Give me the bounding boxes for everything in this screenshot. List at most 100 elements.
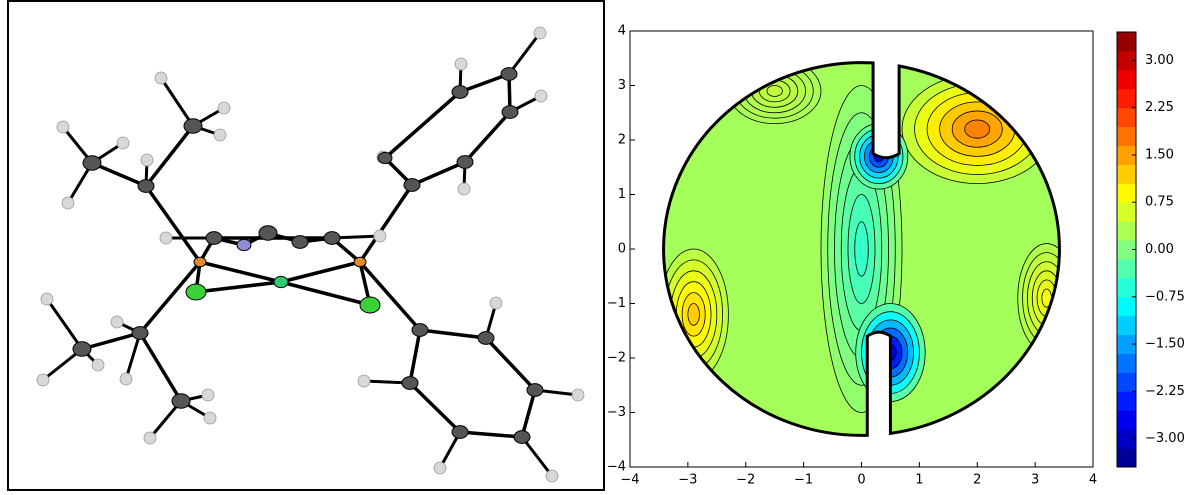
atom [378,152,392,163]
atom [514,431,530,444]
contour-level [767,86,782,97]
colorbar-band [1117,297,1136,316]
colorbar-tick-label: 0.75 [1145,195,1174,210]
atom [206,232,222,245]
page: −4−3−2−101234−4−3−2−1012343.002.251.500.… [0,0,1194,495]
x-tick-label: 3 [1031,473,1039,488]
colorbar-band [1117,316,1136,335]
x-tick-label: −3 [678,473,697,488]
colorbar-band [1117,372,1136,391]
atom [324,232,340,245]
hydrogen-atom [202,389,214,401]
hydrogen-atom [141,154,153,166]
hydrogen-atom [490,297,502,309]
x-tick-label: −4 [620,473,639,488]
hydrogen-atom [155,72,167,84]
colorbar-band [1117,391,1136,410]
colorbar-band [1117,221,1136,240]
hydrogen-atom [458,183,470,195]
colorbar-band [1117,32,1136,51]
x-tick-label: 4 [1089,473,1097,488]
colorbar-band [1117,259,1136,278]
y-tick-label: 0 [618,242,626,257]
contour-field [630,31,1093,467]
colorbar-band [1117,70,1136,89]
atom [501,68,517,81]
x-tick-label: 0 [857,473,865,488]
hydrogen-atom [358,375,370,387]
x-tick-label: 1 [915,473,923,488]
colorbar-band [1117,354,1136,373]
atom [452,86,468,99]
hydrogen-atom [546,470,558,482]
colorbar-band [1117,448,1136,467]
atom [402,377,418,390]
hydrogen-atom [534,27,546,39]
hydrogen-atom [57,121,69,133]
hydrogen-atom [434,462,446,474]
contour-level [965,120,990,138]
hydrogen-atom [120,373,132,385]
atom [138,180,154,193]
atom [186,284,206,300]
atom [83,156,101,170]
hydrogen-atom [572,389,584,401]
atom [457,156,473,169]
atom [354,257,366,267]
colorbar-band [1117,108,1136,127]
y-tick-label: −1 [607,296,626,311]
hydrogen-atom [204,412,216,424]
atom [412,324,428,337]
y-tick-label: 3 [618,78,626,93]
colorbar-band [1117,164,1136,183]
colorbar-tick-label: 2.25 [1145,100,1174,115]
atom [172,394,190,408]
hydrogen-atom [41,293,53,305]
colorbar-band [1117,127,1136,146]
hydrogen-atom [37,374,49,386]
colorbar-tick-label: −2.25 [1145,384,1185,399]
colorbar-tick-label: 3.00 [1145,53,1174,68]
hydrogen-atom [62,197,74,209]
x-tick-label: 2 [973,473,981,488]
y-tick-label: 4 [618,24,626,39]
colorbar-tick-label: 0.00 [1145,242,1174,257]
hydrogen-atom [218,102,230,114]
atom [478,332,494,345]
atom [527,384,543,397]
colorbar-band [1117,410,1136,429]
y-tick-label: −2 [607,351,626,366]
y-tick-label: 1 [618,187,626,202]
hydrogen-atom [144,432,156,444]
atom [360,297,380,313]
atom [194,257,206,267]
atom [452,426,468,439]
colorbar-band [1117,183,1136,202]
atom [502,106,518,119]
hydrogen-atom [117,137,129,149]
colorbar-band [1117,89,1136,108]
hydrogen-atom [455,58,467,70]
y-tick-label: 2 [618,133,626,148]
atom [274,276,288,287]
contour-level [855,222,869,277]
atom [404,179,420,192]
colorbar-band [1117,202,1136,221]
hydrogen-atom [92,359,104,371]
hydrogen-atom [374,230,386,242]
hydrogen-atom [214,129,226,141]
contour-level [688,304,700,326]
figure: −4−3−2−101234−4−3−2−1012343.002.251.500.… [0,0,1194,491]
x-tick-label: −2 [736,473,755,488]
colorbar-tick-label: −1.50 [1145,337,1185,352]
atom [237,239,251,250]
hydrogen-atom [160,232,172,244]
colorbar-tick-label: −0.75 [1145,289,1185,304]
atom [132,327,148,340]
hydrogen-atom [535,90,547,102]
atom [73,342,91,356]
hydrogen-atom [111,316,123,328]
y-tick-label: −4 [607,460,626,475]
colorbar-tick-label: −3.00 [1145,431,1185,446]
y-tick-label: −3 [607,405,626,420]
